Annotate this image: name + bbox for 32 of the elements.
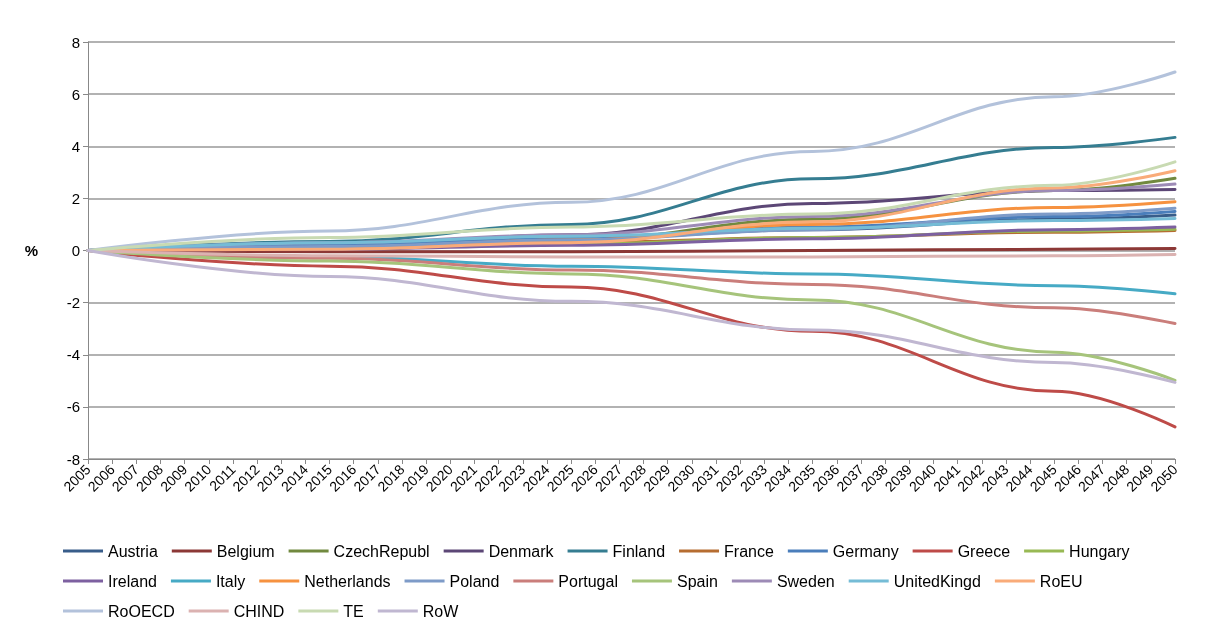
legend-label: Hungary: [1069, 542, 1130, 560]
legend-label: Austria: [108, 542, 158, 560]
legend-label: Finland: [612, 542, 666, 560]
legend-label: CHIND: [233, 602, 285, 620]
y-tick-label: -4: [66, 346, 80, 364]
y-tick-label: 0: [71, 242, 80, 259]
legend-label: Ireland: [108, 572, 157, 590]
legend-label: RoOECD: [108, 602, 175, 620]
legend-label: RoEU: [1039, 572, 1083, 590]
y-tick-label: 2: [71, 189, 80, 207]
legend-label: Poland: [449, 572, 500, 590]
y-tick-label: -2: [66, 294, 80, 312]
legend-label: Portugal: [558, 572, 618, 590]
y-axis-title: %: [24, 242, 38, 259]
legend-label: Germany: [832, 542, 899, 560]
legend-label: Spain: [676, 572, 718, 590]
legend-label: Italy: [215, 572, 246, 590]
y-tick-label: -8: [66, 450, 80, 468]
legend-label: Denmark: [488, 542, 555, 560]
legend-label: TE: [343, 602, 364, 620]
legend-label: Netherlands: [304, 572, 391, 590]
legend-label: Sweden: [776, 572, 835, 590]
y-tick-label: -6: [66, 398, 80, 416]
y-tick-label: 8: [71, 33, 80, 51]
legend-label: France: [724, 542, 774, 560]
legend-label: CzechRepubl: [333, 542, 430, 560]
legend-label: Belgium: [216, 542, 275, 560]
legend-label: Greece: [957, 542, 1011, 560]
y-tick-label: 6: [71, 85, 80, 103]
legend-label: UnitedKingd: [893, 572, 981, 590]
legend-label: RoW: [422, 602, 460, 620]
y-tick-label: 4: [71, 137, 80, 155]
